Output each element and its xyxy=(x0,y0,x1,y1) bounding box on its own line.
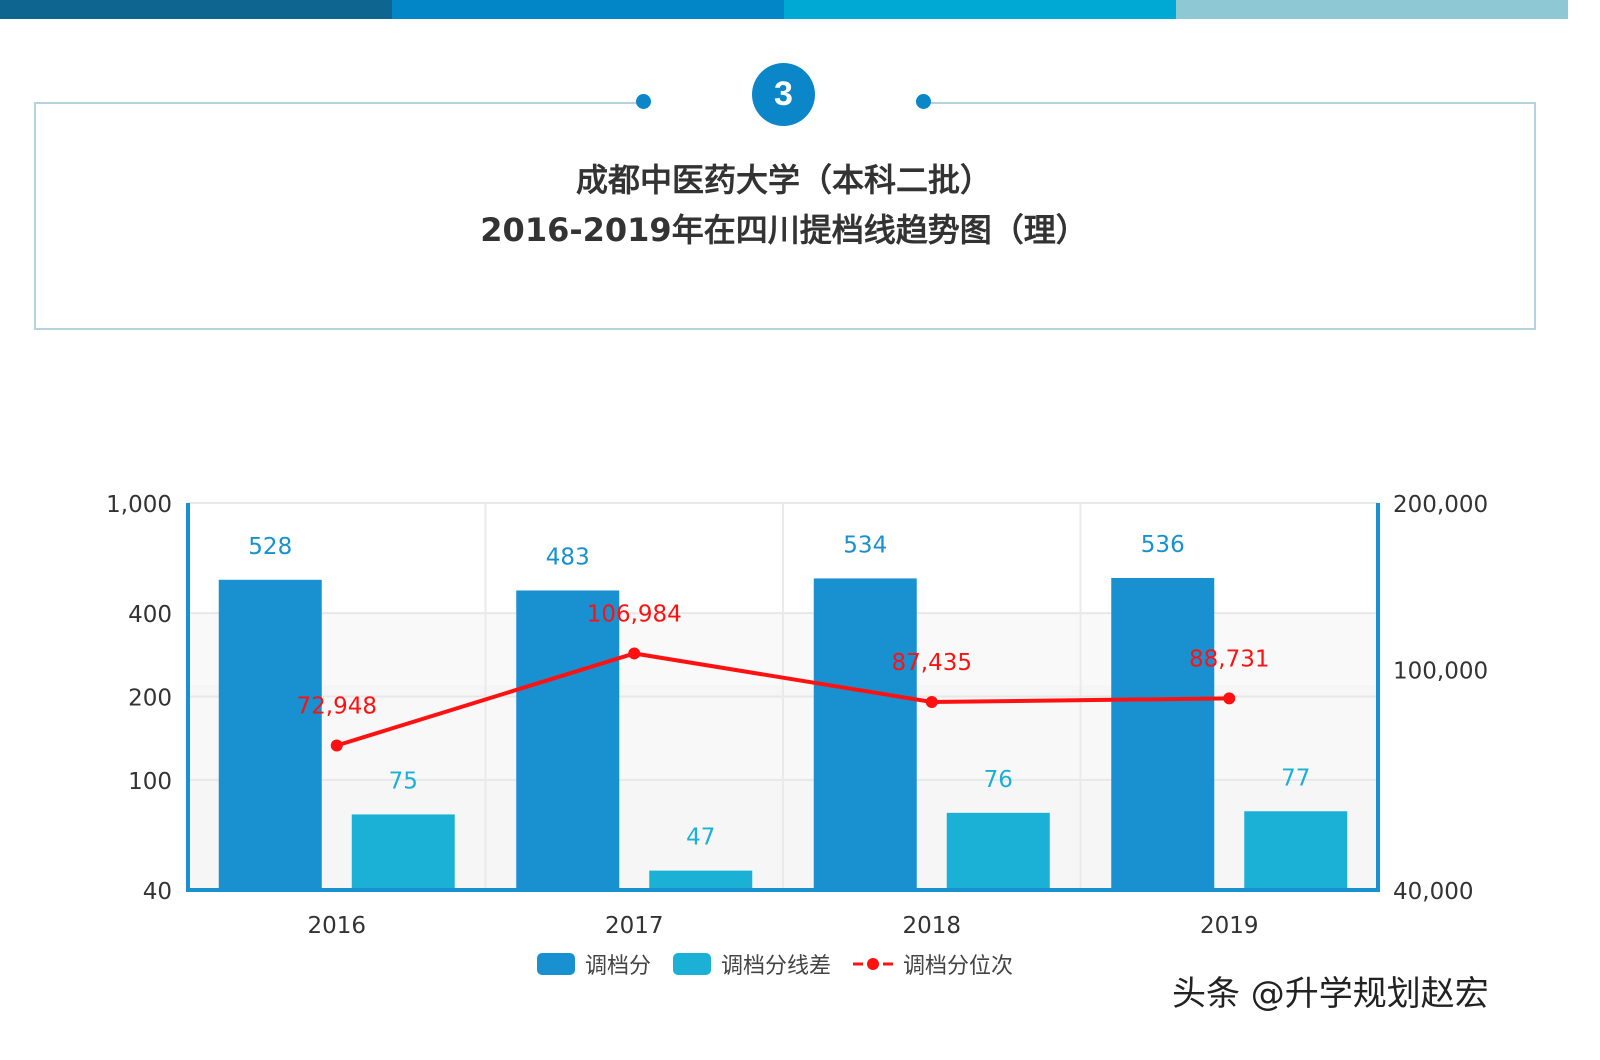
legend-line-swatch xyxy=(853,958,894,970)
y-right-tick-label: 40,000 xyxy=(1393,879,1473,905)
y-right-tick-label: 100,000 xyxy=(1393,659,1488,685)
legend-item-rank[interactable]: 调档分位次 xyxy=(853,948,1013,980)
bar-data-label: 528 xyxy=(248,534,292,560)
watermark: 头条 @升学规划赵宏 xyxy=(1172,974,1489,1014)
bar-data-label: 534 xyxy=(843,532,887,558)
bar-diff xyxy=(649,870,753,890)
section-number-badge: 3 xyxy=(752,63,815,126)
rank-data-label: 87,435 xyxy=(892,650,972,676)
bar-score xyxy=(813,578,917,890)
legend-label: 调档分位次 xyxy=(903,954,1014,979)
legend-swatch xyxy=(673,953,712,975)
bar-data-label: 75 xyxy=(389,768,418,794)
y-left-tick-label: 400 xyxy=(128,602,172,628)
x-tick-label: 2016 xyxy=(307,913,366,939)
x-tick-label: 2019 xyxy=(1200,913,1259,939)
rank-point xyxy=(925,695,938,708)
bar-score xyxy=(516,590,620,890)
chart-title-line1: 成都中医药大学（本科二批） xyxy=(575,161,992,199)
rank-point xyxy=(330,739,343,752)
color-segment xyxy=(784,0,1176,19)
rank-point xyxy=(1223,692,1236,705)
rank-point xyxy=(628,647,641,660)
y-left-tick-label: 200 xyxy=(128,686,172,712)
bar-score xyxy=(218,579,322,890)
color-segment xyxy=(392,0,784,19)
bar-data-label: 77 xyxy=(1281,765,1310,791)
rank-data-label: 72,948 xyxy=(297,694,377,720)
color-segment xyxy=(0,0,392,19)
rank-data-label: 106,984 xyxy=(587,601,682,627)
legend-label: 调档分 xyxy=(585,954,652,979)
y-left-tick-label: 40 xyxy=(143,879,172,905)
bar-diff xyxy=(1244,811,1348,890)
y-right-tick-label: 200,000 xyxy=(1393,492,1488,518)
color-segment xyxy=(1176,0,1568,19)
legend-label: 调档分线差 xyxy=(721,954,832,979)
bar-score xyxy=(1111,577,1215,890)
chart-title-line2: 2016-2019年在四川提档线趋势图（理） xyxy=(480,211,1088,249)
legend-item-diff[interactable]: 调档分线差 xyxy=(673,948,831,980)
y-left-tick-label: 1,000 xyxy=(106,492,172,518)
x-tick-label: 2017 xyxy=(605,913,664,939)
legend: 调档分 调档分线差 调档分位次 xyxy=(537,948,1025,980)
bar-data-label: 536 xyxy=(1141,532,1185,558)
decor-dot xyxy=(636,94,651,109)
bar-diff xyxy=(351,814,455,890)
top-color-bar xyxy=(0,0,1568,19)
rank-data-label: 88,731 xyxy=(1189,646,1269,672)
bar-data-label: 76 xyxy=(984,767,1013,793)
bar-data-label: 47 xyxy=(686,825,715,851)
decor-dot xyxy=(916,94,931,109)
rank-line xyxy=(336,651,1230,748)
y-left-tick-label: 100 xyxy=(128,769,172,795)
legend-swatch xyxy=(537,953,575,975)
legend-item-score[interactable]: 调档分 xyxy=(537,948,651,980)
x-tick-label: 2018 xyxy=(902,913,961,939)
bar-data-label: 483 xyxy=(546,544,590,570)
bar-diff xyxy=(946,812,1050,890)
